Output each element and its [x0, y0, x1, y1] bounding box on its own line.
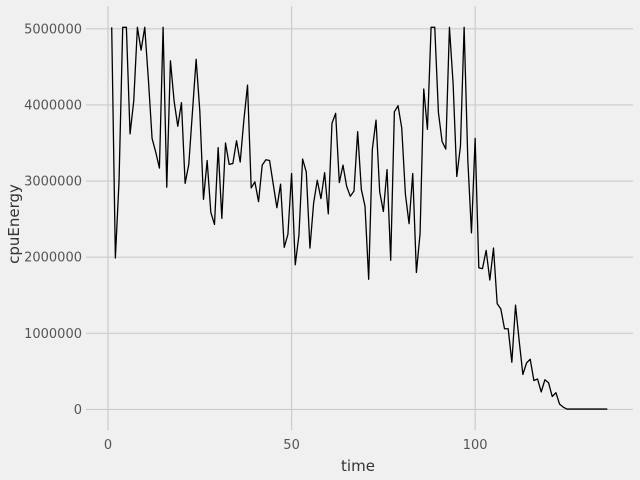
gridlines — [86, 6, 633, 430]
y-tick-label: 0 — [74, 403, 82, 418]
y-tick-label: 5000000 — [24, 22, 82, 37]
y-tick-label: 1000000 — [24, 327, 82, 342]
y-tick-label: 3000000 — [24, 175, 82, 190]
y-axis-label: cpuEnergy — [5, 184, 23, 264]
x-axis-label: time — [341, 457, 375, 475]
x-tick-labels: 0 50 100 — [104, 438, 488, 453]
y-tick-labels: 0 1000000 2000000 3000000 4000000 5000000 — [24, 22, 82, 418]
y-tick-label: 4000000 — [24, 98, 82, 113]
x-tick-label: 50 — [283, 438, 300, 453]
x-tick-label: 0 — [104, 438, 112, 453]
series-line — [111, 26, 608, 410]
x-tick-label: 100 — [463, 438, 488, 453]
y-tick-label: 2000000 — [24, 251, 82, 266]
